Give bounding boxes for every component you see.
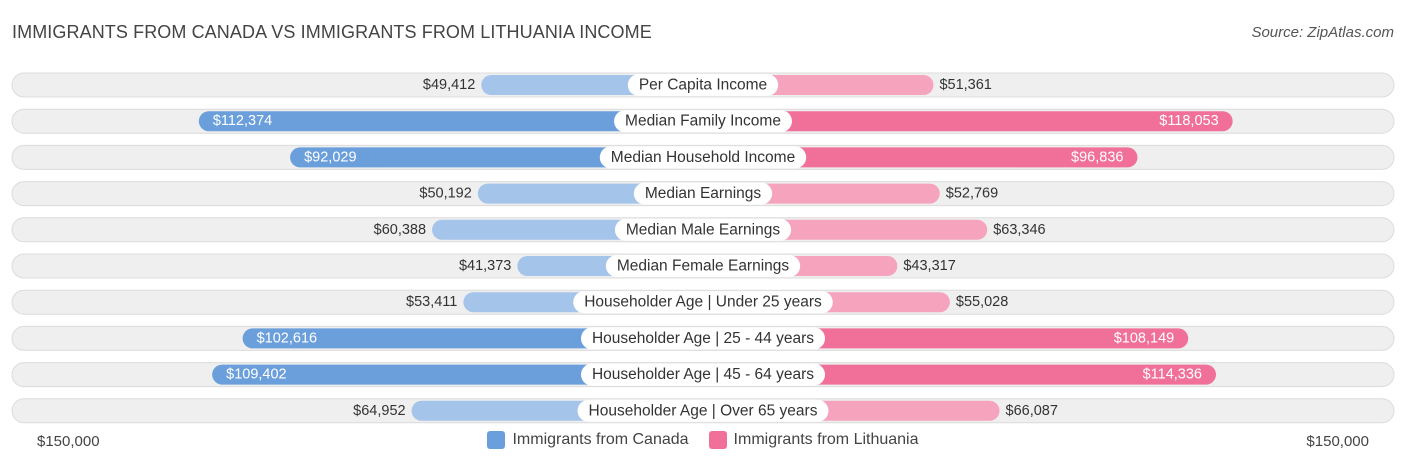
value-label-lithuania: $51,361 xyxy=(939,77,991,93)
value-label-lithuania: $66,087 xyxy=(1006,403,1058,419)
value-label-canada: $50,192 xyxy=(419,186,471,202)
category-pill xyxy=(580,363,826,386)
legend-item-lithuania[interactable]: Immigrants from Lithuania xyxy=(708,431,919,449)
category-pill xyxy=(577,399,829,422)
bar-canada xyxy=(198,111,704,132)
category-label: Median Household Income xyxy=(611,149,795,166)
value-label-lithuania: $118,053 xyxy=(1159,113,1218,129)
category-label: Median Earnings xyxy=(645,185,762,202)
value-label-canada: $109,402 xyxy=(226,367,286,383)
category-label: Householder Age | Over 65 years xyxy=(589,402,818,419)
legend-label-canada: Immigrants from Canada xyxy=(512,431,689,448)
bar-canada xyxy=(290,147,703,168)
value-label-lithuania: $55,028 xyxy=(956,294,1008,310)
category-label: Median Female Earnings xyxy=(617,258,790,275)
value-label-lithuania: $108,149 xyxy=(1114,330,1174,346)
category-label: Householder Age | 45 - 64 years xyxy=(592,366,814,383)
category-label: Median Male Earnings xyxy=(626,221,780,238)
category-pill xyxy=(580,327,826,350)
value-label-canada: $112,374 xyxy=(213,113,272,129)
bar-lithuania xyxy=(703,328,1189,349)
bar-lithuania xyxy=(703,111,1233,132)
bar-canada xyxy=(212,364,703,385)
value-label-canada: $64,952 xyxy=(353,403,405,419)
category-label: Householder Age | 25 - 44 years xyxy=(592,330,814,347)
category-label: Median Family Income xyxy=(625,113,781,130)
value-label-canada: $102,616 xyxy=(257,330,317,346)
category-label: Per Capita Income xyxy=(639,77,767,94)
category-pill xyxy=(614,110,792,133)
value-label-lithuania: $96,836 xyxy=(1071,149,1123,165)
category-pill xyxy=(573,291,833,314)
value-label-canada: $49,412 xyxy=(423,77,475,93)
value-label-canada: $92,029 xyxy=(304,149,356,165)
category-pill xyxy=(614,218,792,241)
legend-swatch-lithuania xyxy=(708,431,727,449)
value-label-lithuania: $52,769 xyxy=(946,186,998,202)
value-label-canada: $60,388 xyxy=(374,222,426,238)
bar-lithuania xyxy=(703,147,1138,168)
bar-lithuania xyxy=(703,364,1216,385)
legend-swatch-canada xyxy=(487,431,506,449)
value-label-canada: $41,373 xyxy=(459,258,511,274)
value-label-lithuania: $63,346 xyxy=(993,222,1045,238)
value-label-canada: $53,411 xyxy=(406,294,457,310)
source-label: Source: ZipAtlas.com xyxy=(1251,24,1394,41)
category-pill xyxy=(633,182,773,205)
legend: Immigrants from Canada Immigrants from L… xyxy=(0,431,1406,449)
value-label-lithuania: $114,336 xyxy=(1143,367,1202,383)
category-pill xyxy=(627,74,779,96)
axis-right-label: $150,000 xyxy=(1306,433,1369,450)
chart-canvas: $49,412 $51,361 Per Capita Income $112,374 $… xyxy=(11,72,1395,424)
chart-title: IMMIGRANTS FROM CANADA VS IMMIGRANTS FRO… xyxy=(12,22,652,42)
legend-label-lithuania: Immigrants from Lithuania xyxy=(733,431,919,448)
category-pill xyxy=(599,146,807,169)
axis-left-label: $150,000 xyxy=(37,433,100,450)
category-label: Householder Age | Under 25 years xyxy=(584,294,822,311)
legend-item-canada[interactable]: Immigrants from Canada xyxy=(487,431,689,449)
value-label-lithuania: $43,317 xyxy=(903,258,955,274)
category-pill xyxy=(605,255,801,277)
